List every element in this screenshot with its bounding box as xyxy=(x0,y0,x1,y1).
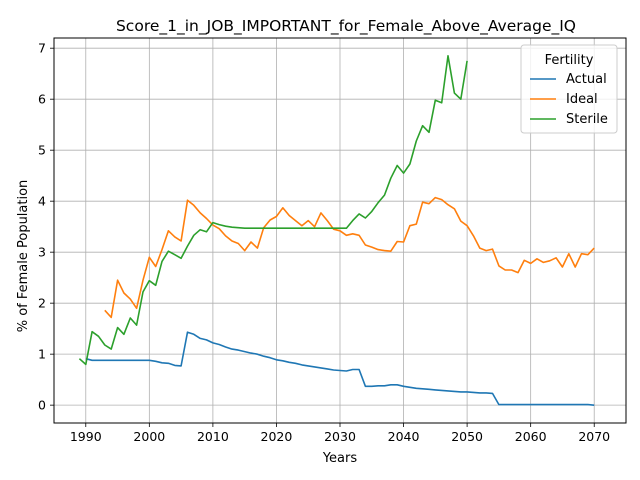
legend-title: Fertility xyxy=(545,53,594,68)
legend-label-ideal: Ideal xyxy=(566,92,598,107)
y-tick-label: 1 xyxy=(38,347,46,362)
series-line-actual xyxy=(85,331,595,406)
x-tick-label: 2060 xyxy=(515,429,547,444)
y-tick-label: 5 xyxy=(38,143,46,158)
x-tick-label: 2010 xyxy=(197,429,229,444)
x-tick-label: 2000 xyxy=(133,429,165,444)
y-tick-label: 4 xyxy=(38,194,46,209)
x-tick-label: 2050 xyxy=(451,429,483,444)
y-tick-label: 7 xyxy=(38,41,46,56)
x-tick-label: 2030 xyxy=(324,429,356,444)
chart-title: Score_1_in_JOB_IMPORTANT_for_Female_Abov… xyxy=(116,17,576,36)
legend-items: Actual Ideal Sterile xyxy=(530,72,608,127)
legend-label-actual: Actual xyxy=(566,72,607,87)
x-tick-label: 2020 xyxy=(261,429,293,444)
x-tick-label: 2040 xyxy=(388,429,420,444)
y-axis-label: % of Female Population xyxy=(16,180,31,333)
legend-label-sterile: Sterile xyxy=(566,112,608,127)
y-tick-label: 2 xyxy=(38,296,46,311)
series-line-ideal xyxy=(104,196,595,319)
series-lines xyxy=(78,54,595,406)
series-line-sterile xyxy=(78,54,468,366)
y-axis-ticks: 0 1 2 3 4 5 6 7 xyxy=(38,41,54,413)
y-tick-label: 3 xyxy=(38,245,46,260)
x-tick-label: 1990 xyxy=(70,429,102,444)
x-axis-label: Years xyxy=(322,451,358,466)
y-tick-label: 0 xyxy=(38,398,46,413)
legend-box xyxy=(520,44,618,134)
y-tick-label: 6 xyxy=(38,92,46,107)
x-tick-label: 2070 xyxy=(578,429,610,444)
legend: Fertility Actual Ideal Sterile xyxy=(520,44,618,134)
x-axis-ticks: 1990 2000 2010 2020 2030 2040 2050 2060 2070 xyxy=(70,423,610,444)
